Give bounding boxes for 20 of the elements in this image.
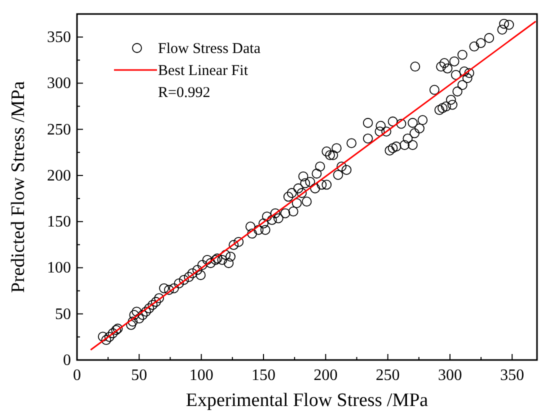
x-tick-label: 150 [251, 367, 276, 384]
y-tick-label: 50 [55, 306, 71, 323]
y-tick-label: 150 [47, 214, 71, 231]
legend-label: Flow Stress Data [158, 41, 261, 57]
y-tick-label: 350 [47, 29, 71, 46]
y-tick-label: 200 [47, 167, 71, 184]
y-tick-label: 300 [47, 75, 71, 92]
x-axis-title: Experimental Flow Stress /MPa [186, 390, 429, 411]
y-axis-title: Predicted Flow Stress /MPa [8, 80, 29, 293]
x-tick-label: 350 [500, 367, 524, 384]
y-tick-label: 100 [47, 260, 71, 277]
x-tick-label: 100 [189, 367, 214, 384]
x-tick-label: 250 [376, 367, 400, 384]
y-tick-label: 250 [47, 121, 71, 138]
x-tick-label: 300 [438, 367, 462, 384]
y-tick-label: 0 [63, 352, 71, 369]
annotation: R=0.992 [158, 85, 210, 101]
legend-label: Best Linear Fit [158, 63, 249, 79]
x-tick-label: 200 [314, 367, 338, 384]
x-tick-label: 50 [131, 367, 148, 384]
